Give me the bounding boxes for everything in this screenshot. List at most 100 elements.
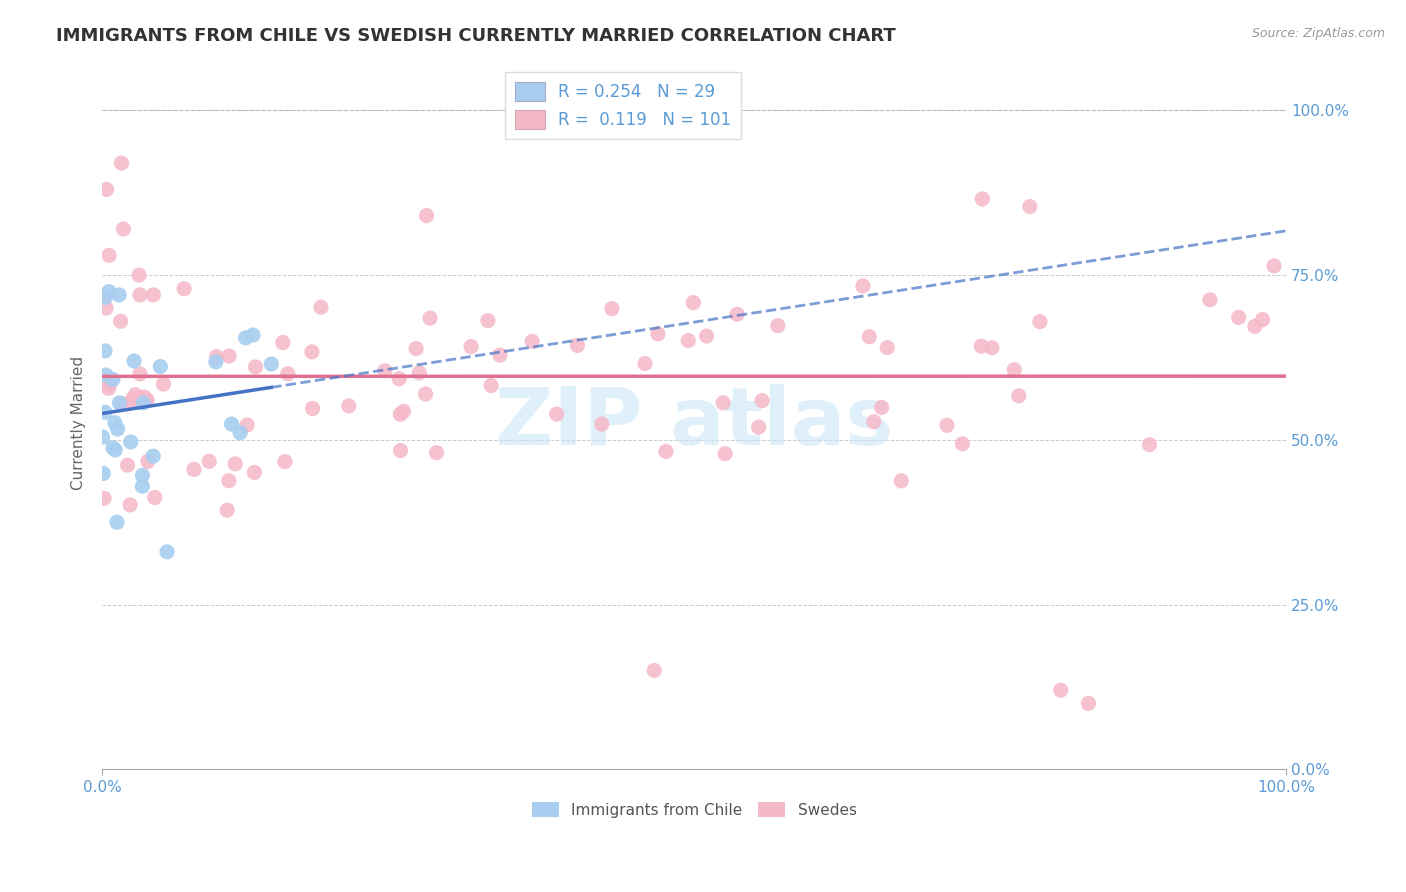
Point [91,430,114,444]
Point [489,348,512,362]
Point [748,420,770,434]
Point [104,442,127,457]
Point [94,368,117,382]
Point [229,425,252,440]
Point [1029,315,1052,329]
Point [1263,259,1285,273]
Point [107,422,129,436]
Point [546,407,568,421]
Point [1018,200,1040,214]
Point [94,301,117,315]
Point [676,334,699,348]
Point [245,359,267,374]
Point [682,295,704,310]
Point [218,474,240,488]
Point [388,372,411,386]
Point [634,357,657,371]
Point [389,407,412,421]
Point [274,455,297,469]
Point [111,396,134,410]
Point [129,288,152,302]
Point [460,340,482,354]
Text: IMMIGRANTS FROM CHILE VS SWEDISH CURRENTLY MARRIED CORRELATION CHART: IMMIGRANTS FROM CHILE VS SWEDISH CURRENT… [56,27,896,45]
Point [696,329,718,343]
Point [301,344,323,359]
Point [149,359,172,374]
Point [142,288,165,302]
Point [108,396,131,410]
Point [235,331,257,345]
Point [419,311,441,326]
Point [591,417,613,431]
Point [134,392,156,407]
Point [142,449,165,463]
Point [198,454,221,468]
Point [711,396,734,410]
Legend: Immigrants from Chile, Swedes: Immigrants from Chile, Swedes [526,796,863,824]
Point [98,248,121,262]
Point [1199,293,1222,307]
Point [374,364,396,378]
Point [236,417,259,432]
Point [117,458,139,472]
Point [1227,310,1250,325]
Point [152,377,174,392]
Point [655,444,678,458]
Point [242,328,264,343]
Point [97,381,120,395]
Point [136,454,159,468]
Point [725,307,748,321]
Point [870,401,893,415]
Point [98,378,121,392]
Point [1251,312,1274,326]
Point [243,466,266,480]
Point [94,343,117,358]
Point [260,357,283,371]
Point [766,318,789,333]
Point [858,329,880,343]
Point [120,498,142,512]
Point [104,416,127,430]
Point [131,468,153,483]
Point [1002,363,1025,377]
Point [952,437,974,451]
Point [110,314,132,328]
Point [1049,683,1071,698]
Point [389,443,412,458]
Point [94,290,117,304]
Point [520,334,543,349]
Point [93,290,115,304]
Point [122,354,145,368]
Point [128,367,150,381]
Point [301,401,323,416]
Text: Source: ZipAtlas.com: Source: ZipAtlas.com [1251,27,1385,40]
Point [337,399,360,413]
Point [392,404,415,418]
Point [1139,438,1161,452]
Point [101,441,124,455]
Point [205,355,228,369]
Point [714,447,737,461]
Point [156,545,179,559]
Point [643,664,665,678]
Point [101,372,124,386]
Point [479,378,502,392]
Point [120,395,142,409]
Point [122,392,145,406]
Point [124,387,146,401]
Point [751,393,773,408]
Point [218,349,240,363]
Point [852,279,875,293]
Y-axis label: Currently Married: Currently Married [72,356,86,491]
Point [408,366,430,380]
Point [183,462,205,476]
Point [221,417,243,431]
Point [863,415,886,429]
Point [105,515,128,529]
Point [1008,389,1031,403]
Point [415,387,437,401]
Point [110,156,132,170]
Point [112,222,135,236]
Point [1077,697,1099,711]
Point [91,467,114,481]
